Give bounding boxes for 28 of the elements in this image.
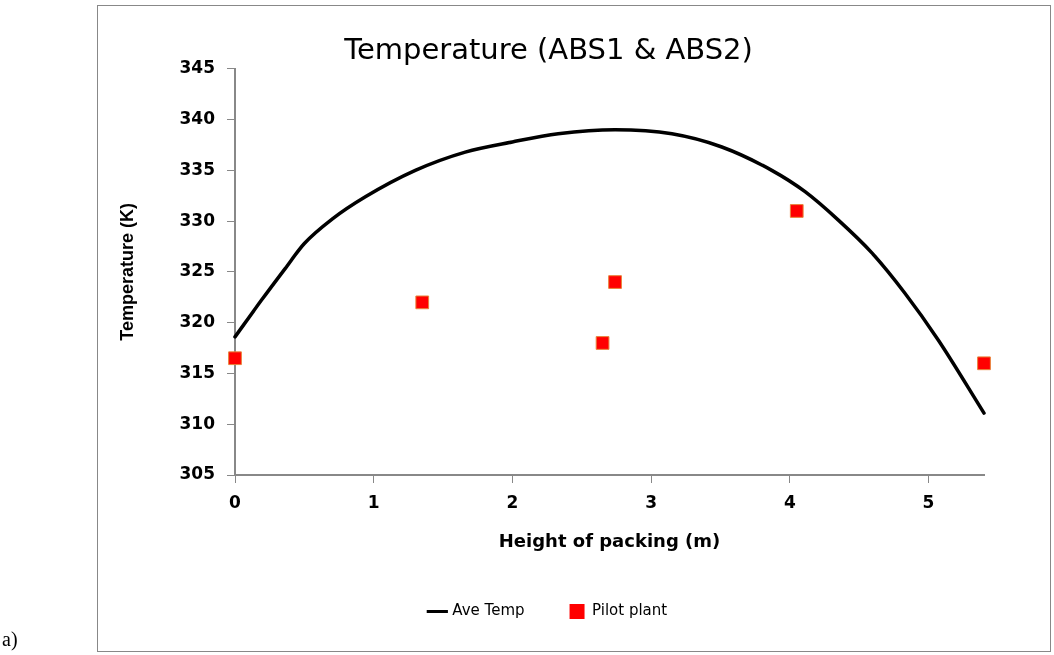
x-tick-label: 1	[367, 491, 380, 512]
x-tick-label: 0	[229, 491, 242, 512]
x-tick-label: 2	[506, 491, 519, 512]
x-tick-label: 5	[922, 491, 935, 512]
y-tick-label: 320	[179, 311, 216, 332]
x-axis-title: Height of packing (m)	[498, 529, 721, 551]
chart-title: Temperature (ABS1 & ABS2)	[343, 31, 753, 66]
y-tick-label: 345	[179, 57, 215, 78]
legend-label: Ave Temp	[452, 601, 525, 620]
y-tick-label: 335	[179, 158, 215, 179]
y-tick-label: 310	[179, 412, 216, 433]
text: a)	[2, 628, 18, 651]
point	[789, 204, 804, 218]
point	[228, 351, 242, 366]
y-tick-label: 340	[179, 108, 216, 128]
y-axis-title: Temperature (K)	[116, 203, 137, 341]
point	[415, 295, 430, 310]
x-tick-label: 4	[783, 491, 796, 512]
x-tick-label: 3	[645, 491, 658, 512]
y-tick-label: 315	[179, 361, 215, 382]
point	[608, 275, 622, 289]
line-series	[233, 127, 986, 415]
legend-label: Pilot plant	[592, 601, 668, 620]
point	[595, 336, 610, 350]
point	[977, 356, 991, 371]
y-tick-label: 325	[179, 260, 215, 281]
y-tick-label: 330	[179, 209, 216, 230]
y-tick-label: 305	[179, 463, 215, 484]
